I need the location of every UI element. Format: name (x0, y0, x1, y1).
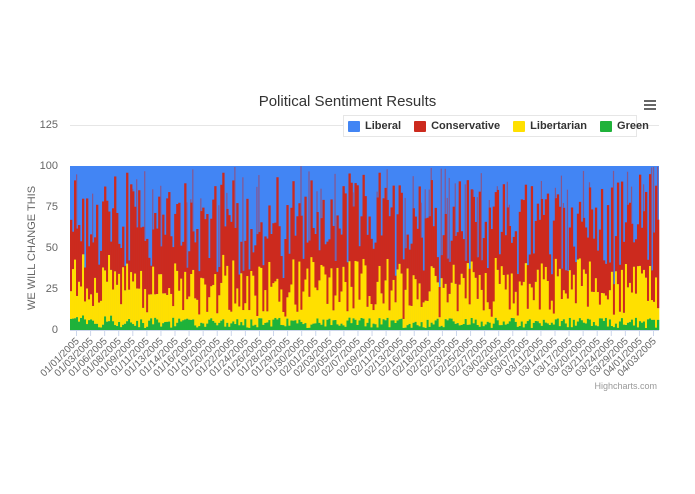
liberal-swatch-icon (348, 120, 360, 132)
y-axis-title: WE WILL CHANGE THIS (26, 185, 38, 311)
legend-label: Libertarian (530, 120, 588, 132)
credits-link[interactable]: Highcharts.com (594, 381, 657, 391)
legend-label: Liberal (365, 120, 402, 132)
hamburger-menu-icon-line (644, 104, 656, 106)
chart-menu-button[interactable] (641, 97, 659, 113)
legend-item-libertarian[interactable]: Libertarian (513, 120, 587, 132)
y-tick-0: 0 (51, 324, 58, 336)
legend-item-liberal[interactable]: Liberal (348, 120, 401, 132)
y-tick-125: 125 (39, 119, 58, 131)
y-tick-75: 75 (45, 201, 58, 213)
legend-label: Green (617, 120, 649, 132)
legend: Liberal Conservative Libertarian Green (343, 115, 649, 137)
legend-item-conservative[interactable]: Conservative (414, 120, 500, 132)
green-swatch-icon (600, 120, 613, 132)
hamburger-menu-icon-line (644, 108, 656, 110)
hamburger-menu-icon (644, 100, 656, 102)
chart-title: Political Sentiment Results (258, 93, 437, 110)
conservative-swatch-icon (414, 120, 427, 132)
legend-label: Conservative (431, 120, 501, 132)
y-tick-100: 100 (39, 160, 58, 172)
y-tick-50: 50 (45, 242, 58, 254)
y-tick-25: 25 (45, 283, 58, 295)
legend-item-green[interactable]: Green (600, 120, 649, 132)
libertarian-swatch-icon (513, 120, 526, 132)
